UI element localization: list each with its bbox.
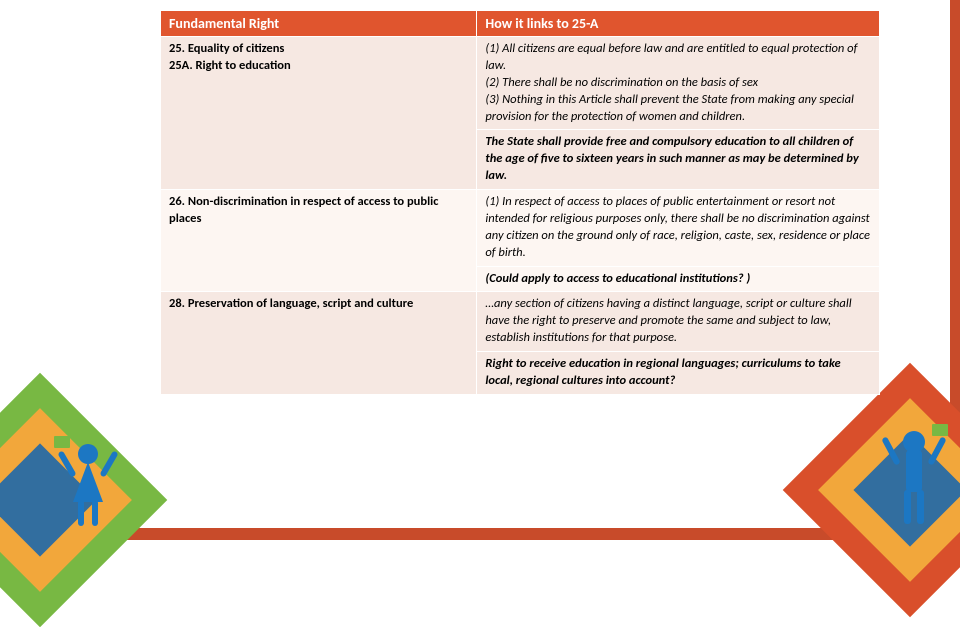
table-row-left: 25. Equality of citizens25A. Right to ed… xyxy=(161,37,477,190)
child-figure-left xyxy=(48,432,128,532)
table-row-right-main: (1) In respect of access to places of pu… xyxy=(477,190,880,267)
table-row-left: 26. Non-discrimination in respect of acc… xyxy=(161,190,477,292)
table-row-right-main: …any section of citizens having a distin… xyxy=(477,292,880,352)
rights-table: Fundamental Right How it links to 25-A 2… xyxy=(160,10,880,395)
table-row-right-note: Right to receive education in regional l… xyxy=(477,352,880,395)
col-header-link: How it links to 25-A xyxy=(477,11,880,37)
table-row-right-note: (Could apply to access to educational in… xyxy=(477,266,880,292)
table-row-right-main: (1) All citizens are equal before law an… xyxy=(477,37,880,130)
col-header-right: Fundamental Right xyxy=(161,11,477,37)
table-row-right-note: The State shall provide free and compuls… xyxy=(477,130,880,190)
main-table-container: Fundamental Right How it links to 25-A 2… xyxy=(160,10,880,395)
table-row-left: 28. Preservation of language, script and… xyxy=(161,292,477,394)
child-figure-right xyxy=(874,422,954,532)
border-bottom xyxy=(0,528,960,540)
